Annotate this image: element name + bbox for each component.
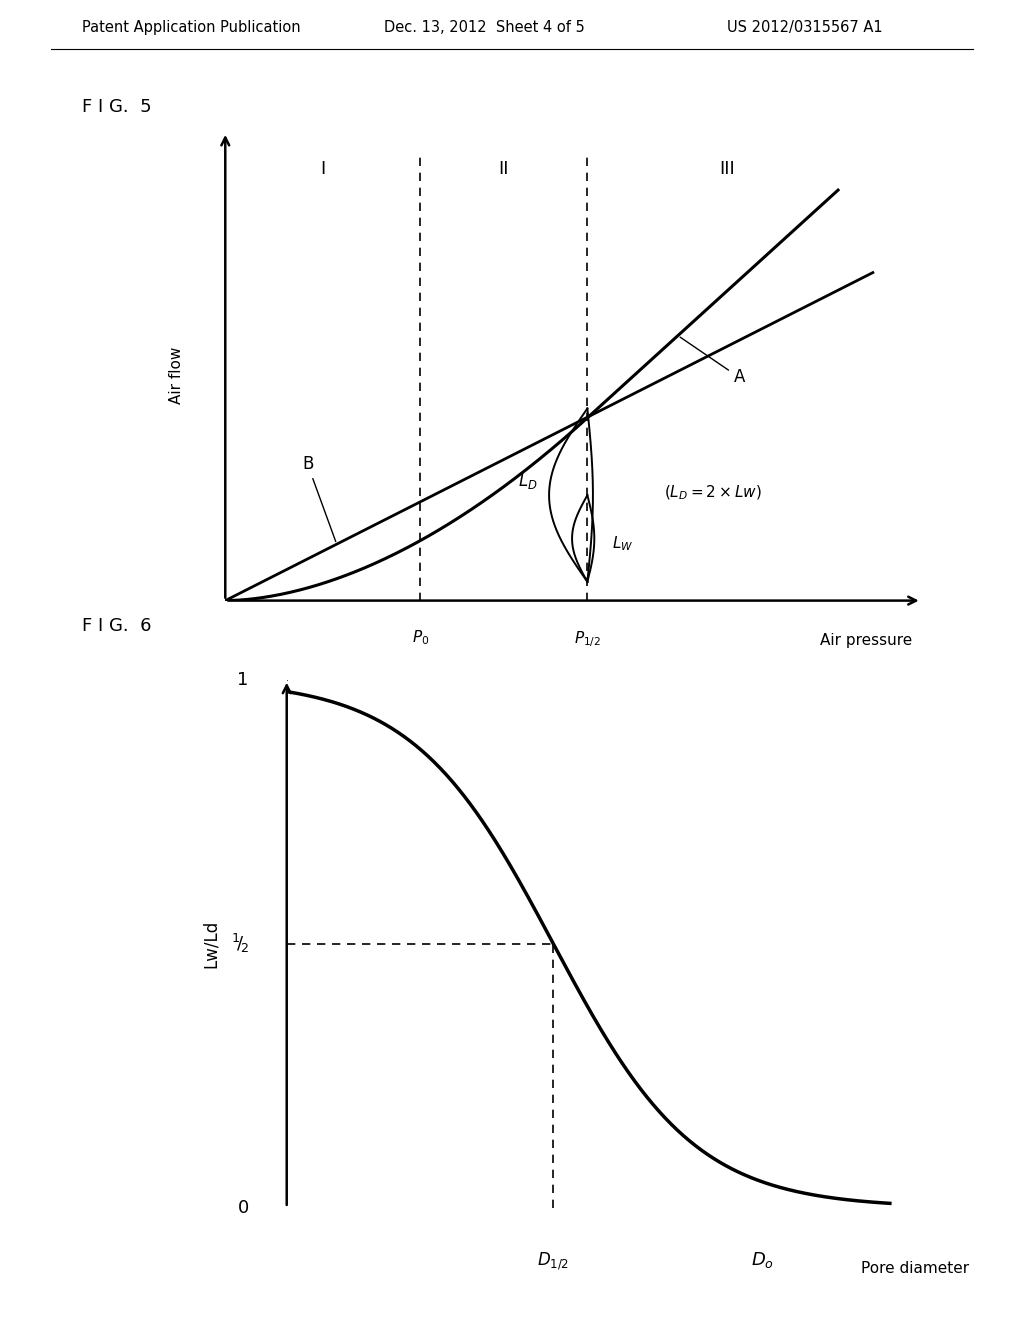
Text: $L_D$: $L_D$ <box>518 471 538 491</box>
Text: 1: 1 <box>238 671 249 689</box>
Text: Patent Application Publication: Patent Application Publication <box>82 20 301 36</box>
Text: II: II <box>499 160 509 178</box>
Text: Dec. 13, 2012  Sheet 4 of 5: Dec. 13, 2012 Sheet 4 of 5 <box>384 20 585 36</box>
Text: I: I <box>321 160 326 178</box>
Text: $D_{1/2}$: $D_{1/2}$ <box>538 1250 569 1271</box>
Text: Air pressure: Air pressure <box>820 634 912 648</box>
Text: $P_0$: $P_0$ <box>412 628 429 647</box>
Text: B: B <box>302 455 336 541</box>
Text: $D_o$: $D_o$ <box>752 1250 774 1270</box>
Text: Pore diameter: Pore diameter <box>861 1261 970 1275</box>
Text: A: A <box>680 337 745 387</box>
Text: $P_{1/2}$: $P_{1/2}$ <box>573 628 601 648</box>
Text: US 2012/0315567 A1: US 2012/0315567 A1 <box>727 20 883 36</box>
Text: F I G.  6: F I G. 6 <box>82 616 152 635</box>
Text: F I G.  5: F I G. 5 <box>82 98 152 116</box>
Text: $\mathregular{^1\!/\!_2}$: $\mathregular{^1\!/\!_2}$ <box>230 932 249 956</box>
Text: III: III <box>719 160 734 178</box>
Text: $(L_D = 2\times Lw)$: $(L_D = 2\times Lw)$ <box>664 484 762 502</box>
Text: Air flow: Air flow <box>169 347 184 404</box>
Text: 0: 0 <box>238 1199 249 1217</box>
Text: $L_W$: $L_W$ <box>611 533 633 553</box>
Text: Lw/Ld: Lw/Ld <box>202 920 219 968</box>
